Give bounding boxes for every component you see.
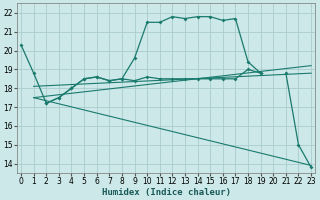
X-axis label: Humidex (Indice chaleur): Humidex (Indice chaleur) bbox=[101, 188, 231, 197]
